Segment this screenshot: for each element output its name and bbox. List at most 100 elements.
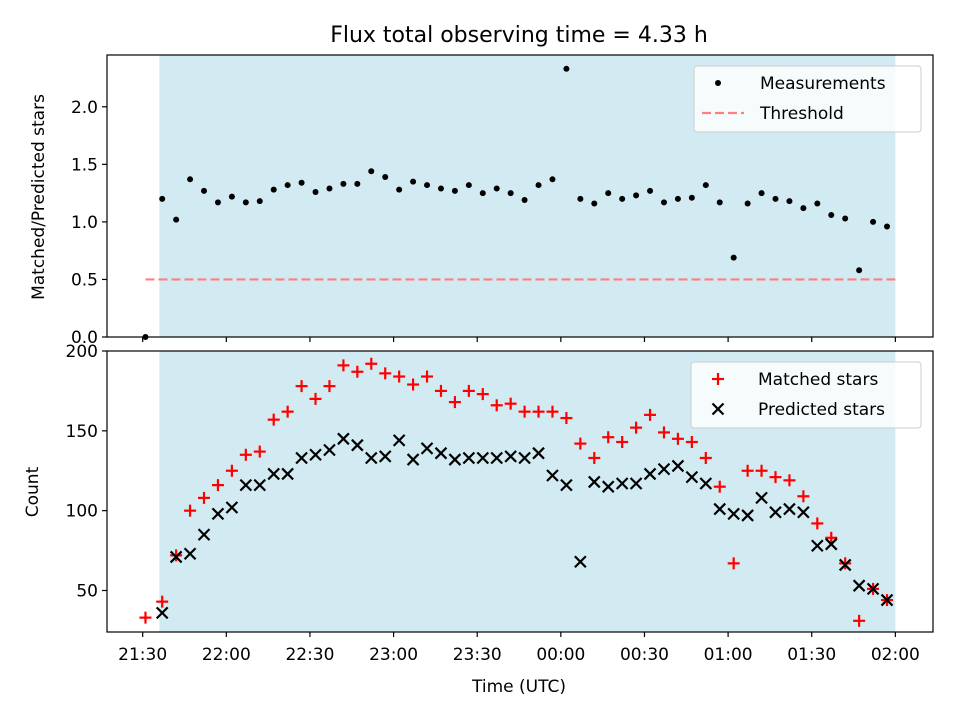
predicted-point bbox=[811, 539, 824, 553]
predicted-point-b bbox=[727, 507, 740, 521]
predicted-point bbox=[364, 451, 378, 465]
matched-point bbox=[379, 367, 392, 380]
predicted-point bbox=[239, 478, 253, 492]
measurement-point bbox=[744, 200, 751, 207]
measurement-point bbox=[507, 190, 514, 197]
predicted-point-b bbox=[420, 442, 434, 455]
predicted-point-b bbox=[378, 450, 392, 463]
matched-point bbox=[602, 431, 615, 444]
matched-point bbox=[616, 436, 629, 449]
predicted-point bbox=[574, 555, 587, 569]
measurement-point bbox=[660, 199, 667, 206]
matched-point bbox=[267, 413, 280, 426]
predicted-point bbox=[281, 467, 294, 481]
predicted-point-b bbox=[197, 528, 211, 541]
predicted-point bbox=[476, 451, 490, 465]
matched-point bbox=[630, 421, 643, 434]
predicted-point bbox=[657, 462, 671, 476]
matched-point bbox=[727, 557, 740, 570]
predicted-point-b bbox=[406, 453, 420, 466]
measurement-point bbox=[410, 178, 417, 185]
predicted-point bbox=[309, 448, 322, 462]
predicted-point bbox=[155, 606, 169, 620]
predicted-point bbox=[797, 505, 810, 519]
bottom-xtick-label: 01:00 bbox=[704, 645, 753, 665]
matched-point bbox=[741, 464, 754, 477]
predicted-point-b bbox=[699, 477, 713, 490]
predicted-point-b bbox=[797, 505, 810, 519]
bottom-xtick-label: 02:00 bbox=[871, 645, 920, 665]
predicted-point bbox=[643, 467, 657, 481]
predicted-point-b bbox=[866, 582, 880, 596]
predicted-point-b bbox=[490, 451, 504, 465]
top-ytick-label: 1.0 bbox=[71, 213, 98, 233]
measurement-point bbox=[828, 211, 835, 218]
matched-point bbox=[713, 480, 726, 493]
predicted-point-b bbox=[392, 434, 406, 447]
measurement-point bbox=[814, 200, 821, 207]
legend-matched-marker bbox=[712, 373, 724, 385]
measurement-point bbox=[730, 254, 737, 261]
bottom-xtick-label: 23:00 bbox=[369, 645, 418, 665]
measurement-point bbox=[702, 182, 709, 189]
matched-point bbox=[421, 370, 434, 383]
measurement-point bbox=[354, 180, 361, 187]
measurement-point bbox=[800, 205, 807, 212]
legend-predicted-marker bbox=[711, 402, 725, 416]
legend-measurements-marker bbox=[715, 80, 721, 86]
matched-point bbox=[504, 397, 517, 410]
predicted-point-b bbox=[323, 443, 336, 457]
measurement-point bbox=[382, 174, 389, 181]
legend-predicted-marker-b bbox=[711, 402, 725, 416]
matched-point bbox=[755, 464, 768, 477]
matched-point bbox=[574, 437, 587, 450]
measurement-point bbox=[633, 192, 640, 199]
predicted-point bbox=[741, 509, 754, 522]
measurement-point bbox=[493, 185, 500, 192]
measurement-point bbox=[619, 195, 626, 202]
predicted-point-b bbox=[643, 467, 657, 481]
measurement-point bbox=[549, 176, 556, 183]
matched-point bbox=[407, 378, 420, 391]
measurement-point bbox=[786, 198, 793, 205]
matched-point bbox=[644, 408, 657, 421]
predicted-point bbox=[601, 480, 615, 493]
measurement-point bbox=[479, 190, 486, 197]
top-ytick-label: 0.0 bbox=[71, 328, 98, 348]
predicted-point-b bbox=[574, 555, 587, 569]
bottom-xtick-label: 22:00 bbox=[202, 645, 251, 665]
predicted-point bbox=[197, 528, 211, 541]
bottom-panel: 50 100 150 200 21:30 22:00 22:30 23:00 23:30 00:0… bbox=[66, 342, 934, 665]
predicted-point-b bbox=[755, 491, 768, 505]
predicted-point bbox=[824, 537, 838, 551]
predicted-point-b bbox=[588, 475, 601, 489]
top-ytick-label: 2.0 bbox=[71, 98, 98, 118]
predicted-point-b bbox=[309, 448, 322, 462]
predicted-point bbox=[378, 450, 392, 463]
predicted-point-b bbox=[434, 446, 448, 460]
bottom-xtick-label: 00:00 bbox=[536, 645, 585, 665]
measurement-point bbox=[396, 186, 403, 193]
legend-matched-label: Matched stars bbox=[758, 370, 878, 390]
predicted-point-b bbox=[783, 502, 796, 516]
matched-point bbox=[518, 405, 531, 418]
matched-point bbox=[253, 445, 266, 458]
matched-point bbox=[211, 479, 224, 492]
measurement-point bbox=[465, 182, 472, 189]
bottom-ytick-label: 150 bbox=[66, 422, 98, 442]
measurement-point bbox=[716, 199, 723, 206]
matched-point bbox=[797, 490, 810, 503]
predicted-point-b bbox=[880, 593, 894, 607]
matched-point bbox=[685, 436, 698, 449]
predicted-point-b bbox=[629, 477, 643, 490]
predicted-point bbox=[183, 547, 197, 561]
top-axes-frame bbox=[106, 54, 934, 338]
predicted-point bbox=[685, 470, 699, 484]
predicted-point bbox=[225, 501, 239, 514]
top-ytick-label: 1.5 bbox=[71, 155, 98, 175]
predicted-point bbox=[253, 478, 267, 492]
measurement-point bbox=[870, 218, 877, 225]
measurement-point bbox=[674, 195, 681, 202]
predicted-point bbox=[337, 432, 350, 446]
matched-point bbox=[170, 549, 183, 562]
